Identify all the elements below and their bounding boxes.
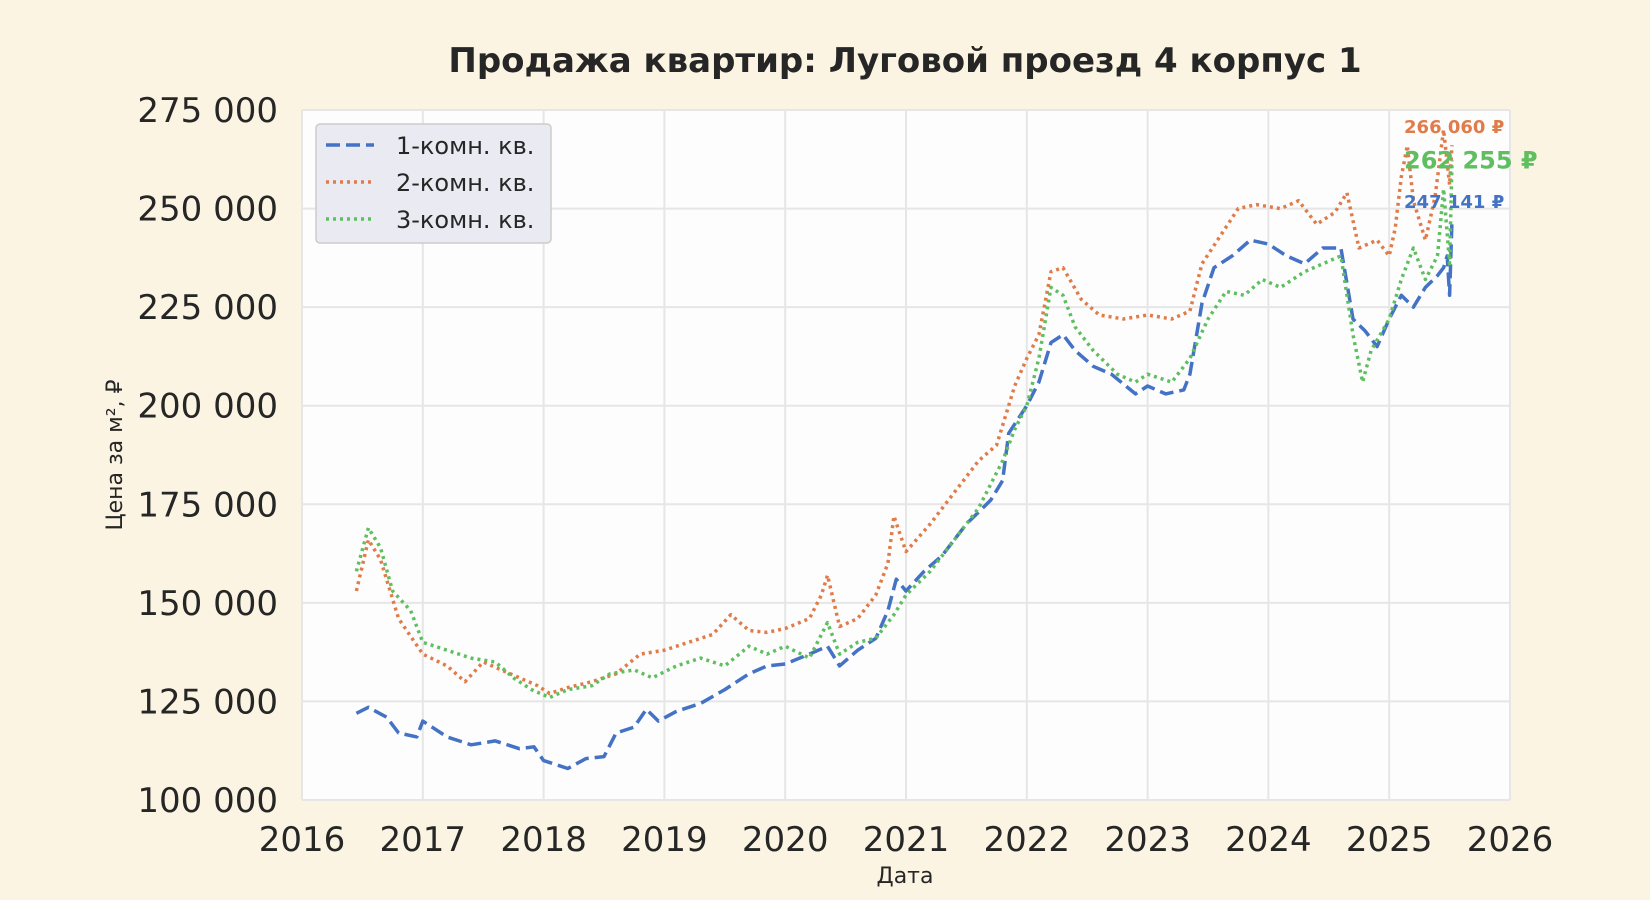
end-value-label-2room: 266 060 ₽ [1404, 117, 1504, 138]
legend-label-1room: 1-комн. кв. [396, 132, 534, 160]
x-tick-label: 2025 [1346, 820, 1433, 860]
x-tick-label: 2017 [380, 820, 467, 860]
y-tick-label: 200 000 [137, 387, 278, 427]
y-axis-ticks: 100 000 125 000 150 000 175 000 200 000 225 0… [137, 91, 278, 821]
y-axis-title: Цена за м², ₽ [103, 379, 128, 530]
x-tick-label: 2024 [1225, 820, 1312, 860]
y-tick-label: 250 000 [137, 190, 278, 230]
legend: 1-комн. кв. 2-комн. кв. 3-комн. кв. [315, 123, 552, 244]
y-tick-label: 175 000 [137, 485, 278, 525]
x-tick-label: 2022 [984, 820, 1071, 860]
legend-label-3room: 3-комн. кв. [396, 206, 534, 234]
y-tick-label: 275 000 [137, 91, 278, 131]
end-value-label-1room: 247 141 ₽ [1404, 192, 1504, 213]
chart-title: Продажа квартир: Луговой проезд 4 корпус… [448, 41, 1361, 81]
end-labels: 247 141 ₽ 266 060 ₽ 262 255 ₽ [1404, 117, 1538, 213]
x-tick-label: 2023 [1104, 820, 1191, 860]
x-tick-label: 2018 [500, 820, 587, 860]
x-tick-label: 2020 [742, 820, 829, 860]
y-tick-label: 125 000 [137, 682, 278, 722]
x-tick-label: 2021 [863, 820, 950, 860]
x-tick-label: 2026 [1467, 820, 1554, 860]
legend-box [315, 123, 552, 244]
legend-label-2room: 2-комн. кв. [396, 169, 534, 197]
x-tick-label: 2019 [621, 820, 708, 860]
x-axis-ticks: 2016 2017 2018 2019 2020 2021 2022 2023 2024 2025… [259, 820, 1554, 860]
y-tick-label: 150 000 [137, 584, 278, 624]
x-axis-title: Дата [877, 864, 934, 889]
end-value-label-3room: 262 255 ₽ [1404, 146, 1538, 174]
series-line-3room [354, 160, 1454, 700]
y-tick-label: 225 000 [137, 288, 278, 328]
series-layer [354, 127, 1454, 771]
y-tick-label: 100 000 [137, 781, 278, 821]
x-tick-label: 2016 [259, 820, 346, 860]
